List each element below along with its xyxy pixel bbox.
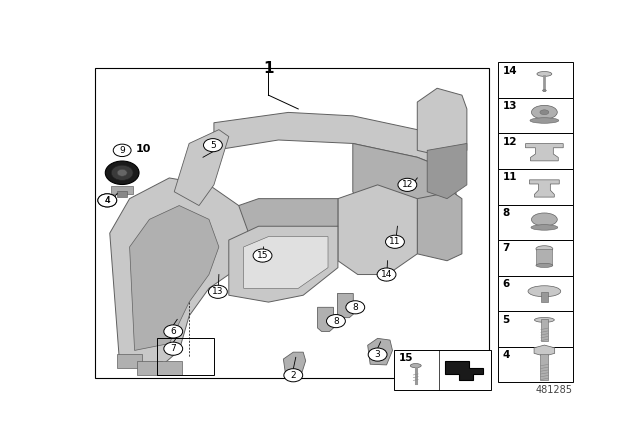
Text: 4: 4 [104,196,110,205]
Polygon shape [337,293,353,318]
Polygon shape [317,307,333,332]
Circle shape [98,194,116,207]
Text: 9: 9 [119,146,125,155]
Polygon shape [445,361,483,380]
Polygon shape [117,354,142,368]
Polygon shape [284,352,306,376]
Circle shape [284,369,303,382]
Polygon shape [229,226,338,302]
Polygon shape [174,129,229,206]
Text: 7: 7 [170,344,176,353]
Text: 11: 11 [389,237,401,246]
Circle shape [164,342,182,355]
Bar [498,62,573,98]
Circle shape [253,249,272,262]
Bar [498,311,573,347]
Ellipse shape [531,105,557,119]
Bar [498,276,573,311]
Text: 11: 11 [502,172,517,182]
Text: 6: 6 [170,327,176,336]
Text: 8: 8 [502,208,510,218]
Bar [536,249,552,265]
Text: 13: 13 [502,101,517,112]
Text: 15: 15 [257,251,268,260]
Bar [95,68,489,378]
Ellipse shape [537,72,552,76]
Text: 8: 8 [333,317,339,326]
Text: 14: 14 [502,66,517,76]
Text: 15: 15 [399,353,413,363]
Polygon shape [525,144,563,161]
Polygon shape [219,198,338,240]
Bar [117,191,127,197]
Polygon shape [338,185,417,275]
Polygon shape [529,180,559,197]
Circle shape [346,301,365,314]
Text: 5: 5 [210,141,216,150]
Circle shape [368,348,387,361]
Text: 10: 10 [135,144,150,154]
Circle shape [113,144,131,156]
Bar [498,204,573,240]
Bar [394,350,491,390]
Text: 4: 4 [502,350,510,360]
Ellipse shape [542,90,547,91]
Polygon shape [157,361,182,375]
Polygon shape [417,192,462,261]
Text: 8: 8 [353,303,358,312]
Circle shape [385,235,404,248]
Text: 1: 1 [263,61,274,76]
Circle shape [398,178,417,191]
Ellipse shape [536,246,553,252]
Bar [498,347,573,382]
Polygon shape [214,112,452,171]
Circle shape [204,138,222,152]
Bar [540,354,548,379]
Text: 2: 2 [291,371,296,380]
Bar [498,98,573,134]
Text: 4: 4 [104,196,110,205]
Polygon shape [129,206,219,350]
Text: 481285: 481285 [536,385,573,395]
Bar [541,319,548,340]
Polygon shape [428,143,467,198]
Bar [498,240,573,276]
Circle shape [111,165,133,181]
Circle shape [209,285,227,298]
Polygon shape [367,338,392,365]
Polygon shape [110,178,249,368]
Ellipse shape [528,286,561,297]
Bar [541,292,548,302]
Ellipse shape [530,118,559,123]
Text: 12: 12 [502,137,517,147]
Text: 5: 5 [502,314,510,324]
Text: 6: 6 [502,279,510,289]
Bar [498,134,573,169]
Bar [157,338,214,375]
Polygon shape [353,143,457,226]
Circle shape [98,194,116,207]
Bar [111,186,133,194]
Polygon shape [417,88,467,157]
Polygon shape [244,237,328,289]
Ellipse shape [531,213,557,226]
Ellipse shape [531,225,558,230]
Circle shape [326,314,346,327]
Text: 14: 14 [381,270,392,279]
Circle shape [117,169,127,176]
Ellipse shape [536,263,553,267]
Ellipse shape [534,318,554,322]
Polygon shape [137,361,162,375]
Ellipse shape [410,364,421,368]
Text: 13: 13 [212,287,223,296]
Bar [498,169,573,204]
Text: 7: 7 [502,244,510,254]
Ellipse shape [540,110,549,115]
Circle shape [377,268,396,281]
Polygon shape [534,345,555,356]
Circle shape [106,161,139,185]
Text: 12: 12 [402,181,413,190]
Circle shape [164,325,182,338]
Text: 3: 3 [375,350,380,359]
